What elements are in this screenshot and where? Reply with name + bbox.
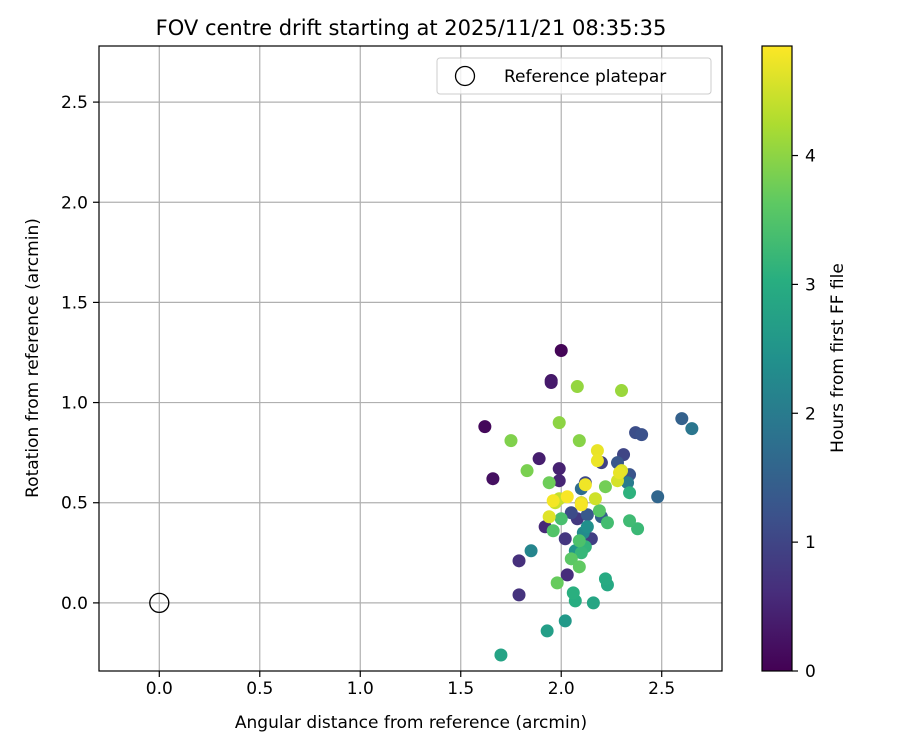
data-point (554, 343, 568, 357)
data-point (574, 498, 588, 512)
colorbar-ticks: 0 1 2 3 4 (792, 147, 816, 682)
data-point (564, 506, 578, 520)
data-point (560, 490, 574, 504)
data-point (552, 474, 566, 488)
data-point (621, 476, 635, 490)
data-point (592, 504, 606, 518)
data-point (546, 494, 560, 508)
data-point (572, 560, 586, 574)
colorbar-frame (761, 45, 793, 672)
data-point (598, 480, 612, 494)
data-point (550, 576, 564, 590)
y-axis-ticks: 0.0 0.5 1.0 1.5 2.0 2.5 (61, 93, 99, 614)
data-point (504, 434, 518, 448)
data-point (558, 614, 572, 628)
data-point (580, 508, 594, 522)
data-point (580, 520, 594, 534)
data-point (564, 552, 578, 566)
data-point (586, 596, 600, 610)
data-points (478, 343, 699, 662)
data-point (623, 514, 637, 528)
data-point (542, 510, 556, 524)
data-point (486, 472, 500, 486)
reference-marker-layer (149, 592, 170, 614)
data-point (532, 452, 546, 466)
y-tick-label: 2.0 (61, 193, 88, 213)
data-point (578, 478, 592, 492)
data-point (631, 522, 645, 536)
data-point (685, 422, 699, 436)
data-point (552, 462, 566, 476)
colorbar-gradient (762, 46, 792, 671)
reference-platepar-marker (149, 592, 170, 614)
legend-reference-marker-icon (454, 65, 476, 87)
data-point (540, 624, 554, 638)
data-point (554, 512, 568, 526)
x-tick-label: 1.0 (347, 679, 374, 699)
x-axis-ticks: 0.0 0.5 1.0 1.5 2.0 2.5 (146, 671, 675, 699)
legend-label: Reference platepar (504, 67, 666, 87)
data-point (558, 532, 572, 546)
colorbar-label: Hours from first FF file (828, 263, 848, 453)
legend-box (436, 57, 712, 95)
colorbar-tick-label: 1 (805, 533, 816, 553)
data-point (546, 524, 560, 538)
colorbar-tick-label: 2 (805, 404, 816, 424)
data-point (572, 534, 586, 548)
data-point (524, 544, 538, 558)
data-point (574, 546, 588, 560)
data-point (615, 384, 629, 398)
data-point (675, 412, 689, 426)
data-point (600, 516, 614, 530)
data-point (623, 486, 637, 500)
grid-lines (99, 46, 722, 671)
data-point (613, 466, 627, 480)
x-tick-label: 2.5 (648, 679, 675, 699)
x-tick-label: 0.5 (246, 679, 273, 699)
y-axis-label: Rotation from reference (arcmin) (23, 218, 43, 498)
colorbar-tick-label: 3 (805, 275, 816, 295)
data-point (560, 568, 574, 582)
data-point (566, 586, 580, 600)
plot-frame (98, 45, 723, 672)
legend: Reference platepar (436, 57, 712, 95)
x-tick-label: 0.0 (146, 679, 173, 699)
y-tick-label: 2.5 (61, 93, 88, 113)
data-point (588, 492, 602, 506)
data-point (544, 376, 558, 390)
y-tick-label: 1.5 (61, 293, 88, 313)
data-point (598, 572, 612, 586)
x-tick-label: 1.5 (447, 679, 474, 699)
y-tick-label: 0.5 (61, 494, 88, 514)
data-point (520, 464, 534, 478)
data-point (570, 380, 584, 394)
data-point (494, 648, 508, 662)
data-point (542, 476, 556, 490)
data-point (478, 420, 492, 434)
colorbar-tick-label: 4 (805, 147, 816, 167)
x-tick-label: 2.0 (548, 679, 575, 699)
chart-title: FOV centre drift starting at 2025/11/21 … (156, 16, 667, 40)
y-tick-label: 0.0 (61, 594, 88, 614)
colorbar-tick-label: 0 (805, 662, 816, 682)
y-tick-label: 1.0 (61, 394, 88, 414)
data-point (552, 416, 566, 430)
x-axis-label: Angular distance from reference (arcmin) (235, 713, 587, 733)
data-point (590, 454, 604, 468)
data-point (512, 554, 526, 568)
colorbar: 0 1 2 3 4 Hours from first FF file (761, 45, 848, 682)
data-point (512, 588, 526, 602)
data-point (635, 428, 649, 442)
data-point (572, 434, 586, 448)
data-point (651, 490, 665, 504)
data-point (590, 444, 604, 458)
